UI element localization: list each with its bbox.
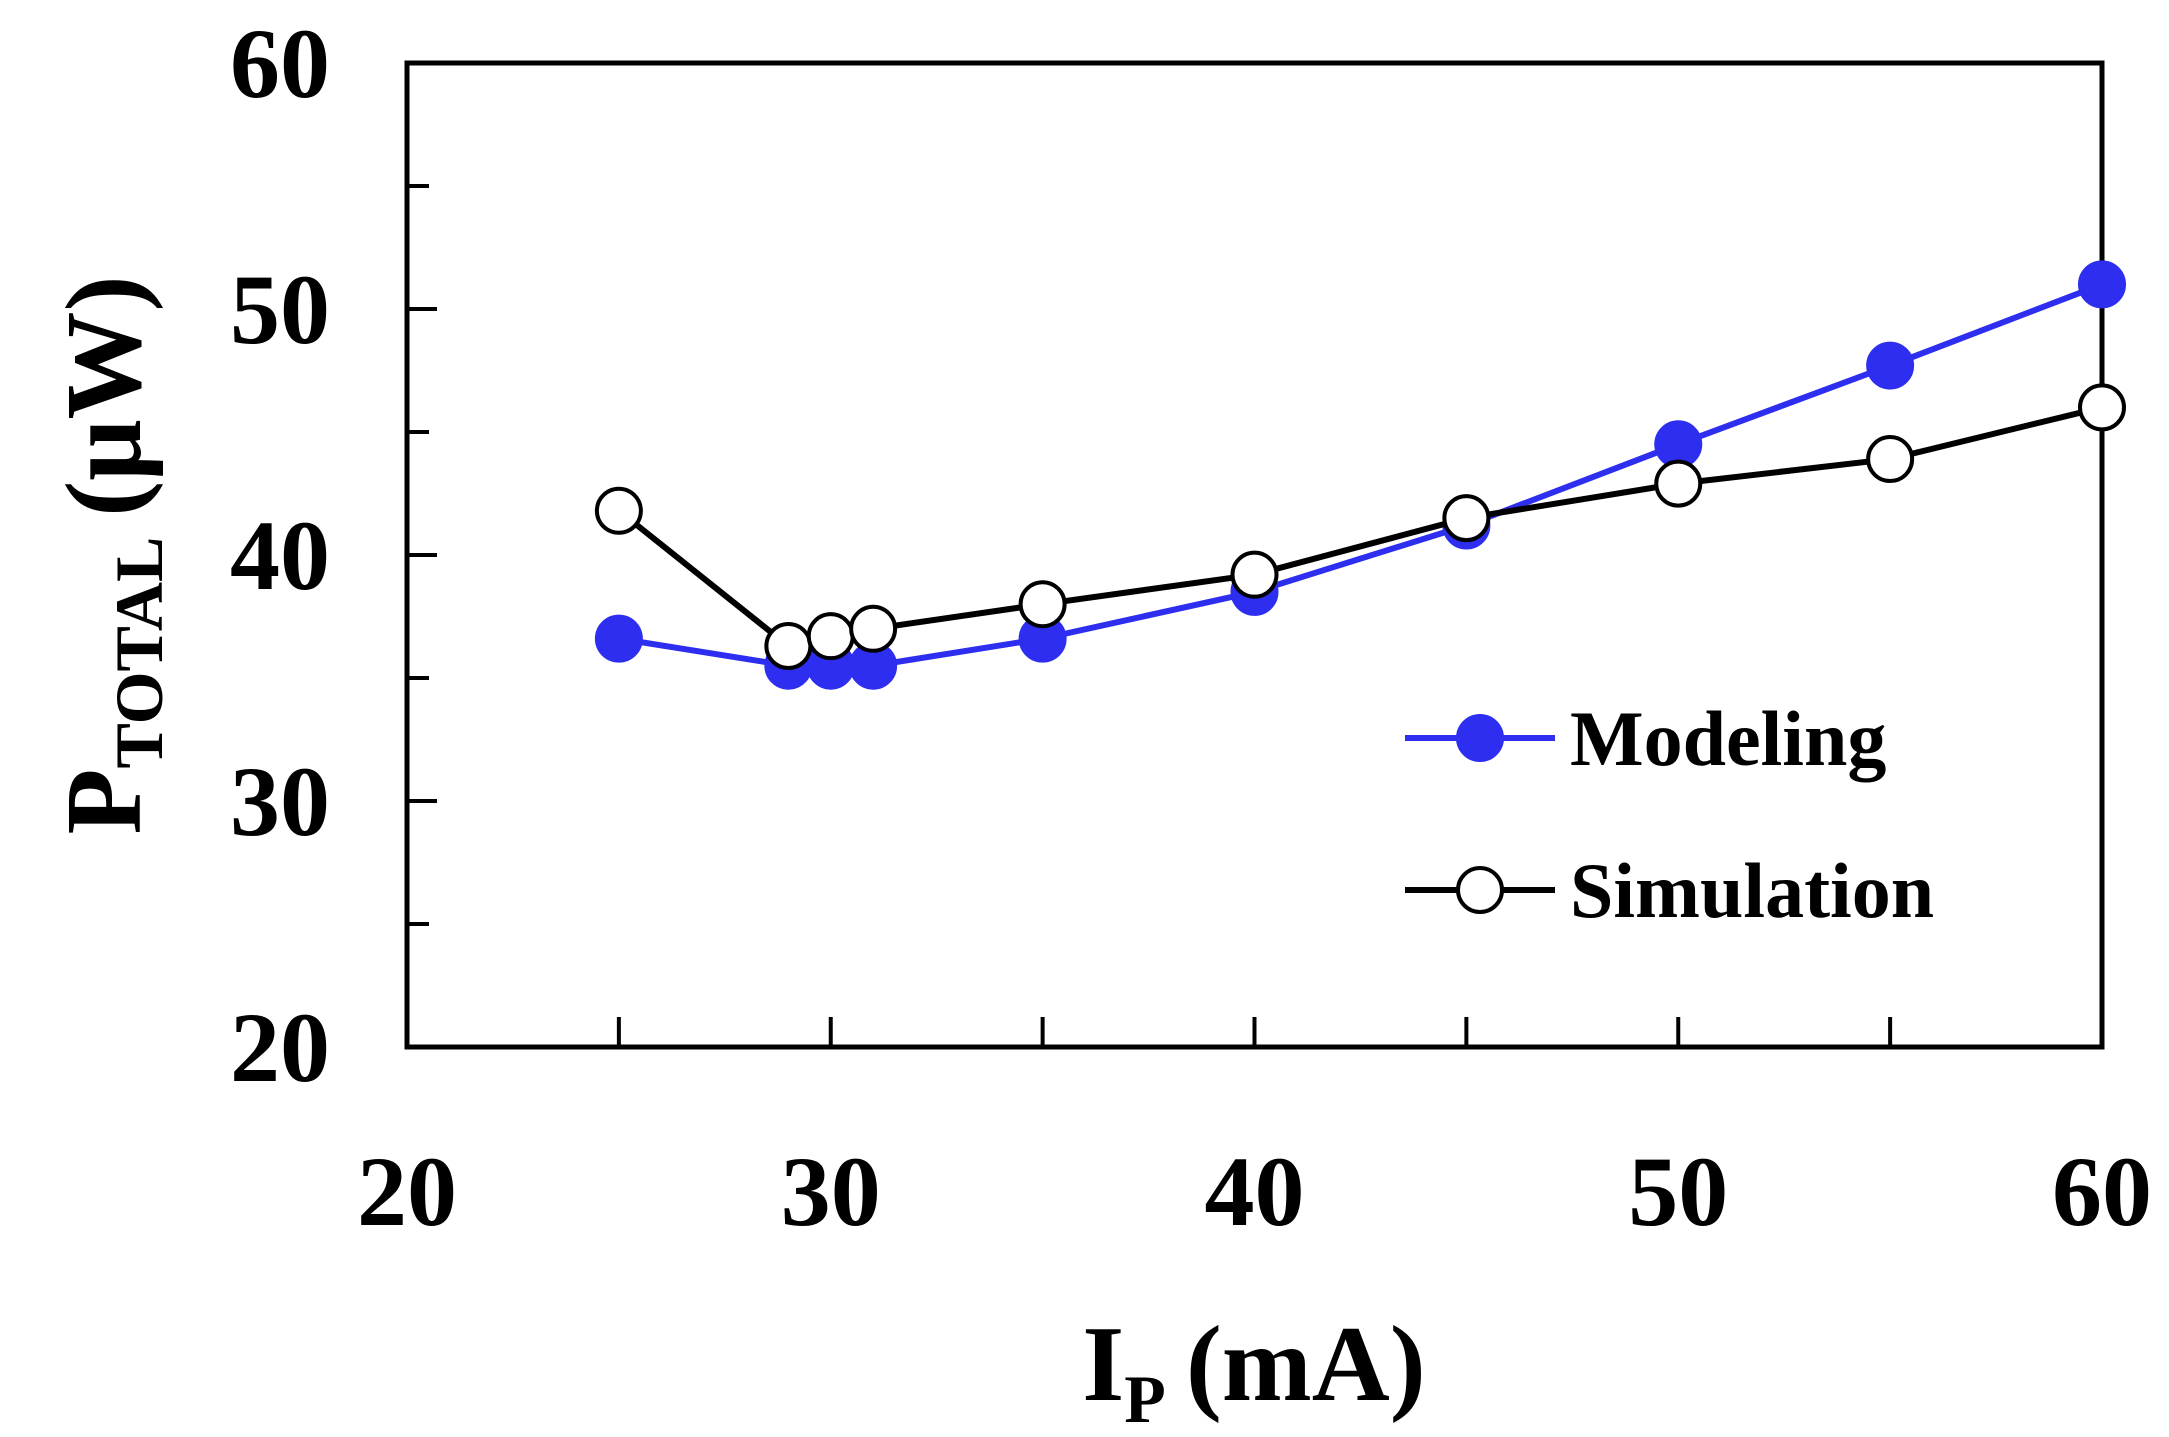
point-simulation-60 [2078, 383, 2126, 432]
point-simulation-25 [594, 486, 643, 535]
x-tick-label-60: 60 [2052, 1136, 2152, 1247]
y-tick-label-50: 50 [230, 254, 330, 365]
y-tick-label-40: 40 [230, 500, 330, 611]
legend-entry-modeling: Modeling [1405, 695, 1886, 782]
x-tick-label-40: 40 [1205, 1136, 1305, 1247]
legend-label-modeling: Modeling [1570, 695, 1886, 782]
series-simulation [594, 383, 2126, 671]
legend-marker-modeling [1456, 714, 1504, 762]
y-axis-title: PTOTAL (μW) [45, 276, 177, 835]
x-tick-label-30: 30 [781, 1136, 881, 1247]
y-axis-title-unit: (μW) [45, 276, 164, 517]
y-tick-label-60: 60 [230, 8, 330, 119]
point-modeling-25 [594, 614, 643, 663]
y-tick-label-20: 20 [230, 992, 330, 1103]
point-modeling-60 [2078, 260, 2126, 309]
point-simulation-29 [764, 622, 813, 671]
x-axis-title-unit: (mA) [1186, 1305, 1426, 1424]
point-simulation-40 [1230, 550, 1279, 599]
point-modeling-55 [1866, 341, 1915, 390]
tick-labels: 20 30 40 50 60 20 30 40 50 60 [230, 8, 2152, 1247]
point-simulation-35 [1018, 580, 1067, 629]
data-series [594, 260, 2126, 690]
legend: Modeling Simulation [1405, 695, 1934, 934]
point-simulation-31 [849, 604, 898, 653]
x-tick-label-50: 50 [1628, 1136, 1728, 1247]
point-simulation-50 [1654, 459, 1703, 508]
x-axis-title-main: I [1082, 1305, 1124, 1424]
legend-marker-simulation [1456, 866, 1504, 914]
y-axis-title-subscript: TOTAL [101, 537, 177, 769]
point-simulation-30 [806, 612, 855, 661]
x-axis-title: IP (mA) [1082, 1305, 1425, 1437]
x-tick-label-20: 20 [357, 1136, 457, 1247]
point-simulation-55 [1866, 435, 1915, 484]
y-axis-title-main: P [45, 768, 164, 834]
y-tick-label-30: 30 [230, 746, 330, 857]
legend-entry-simulation: Simulation [1405, 847, 1934, 934]
point-simulation-45 [1442, 494, 1491, 543]
tick-marks [405, 61, 2104, 1049]
legend-label-simulation: Simulation [1570, 847, 1934, 934]
x-axis-title-subscript: P [1124, 1361, 1166, 1437]
